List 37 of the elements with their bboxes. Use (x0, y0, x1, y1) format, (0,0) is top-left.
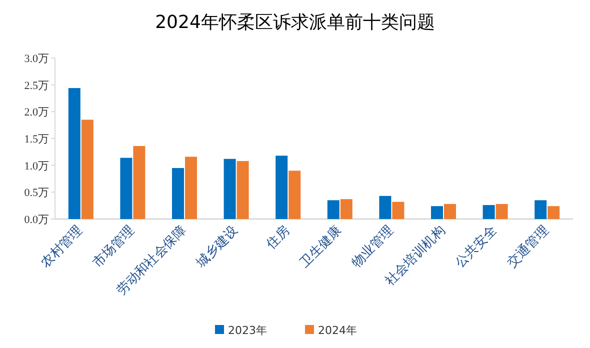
y-tick-label: 2.0万 (24, 106, 49, 119)
x-tick-label: 卫生健康 (297, 223, 345, 271)
bar (431, 206, 443, 219)
bar (327, 200, 340, 219)
y-tick-label: 3.0万 (24, 53, 49, 65)
x-tick-label: 交通管理 (504, 222, 552, 271)
bar (534, 200, 547, 219)
y-tick-label: 1.0万 (24, 160, 49, 172)
bar (548, 206, 560, 219)
bar (482, 205, 495, 219)
chart-title: 2024年怀柔区诉求派单前十类问题 (155, 12, 435, 33)
y-tick-label: 0.0万 (24, 214, 49, 226)
bar (224, 158, 236, 219)
bar (81, 120, 94, 219)
bar (133, 146, 146, 219)
bar (496, 204, 508, 219)
bar (444, 204, 456, 219)
x-tick-label: 物业管理 (349, 223, 397, 271)
bar (340, 199, 352, 219)
x-tick-label: 城乡建设 (193, 223, 242, 272)
bar (68, 88, 80, 219)
bar (288, 170, 301, 219)
bar (392, 202, 404, 219)
y-tick-label: 2.5万 (24, 80, 49, 92)
y-tick-label: 1.5万 (24, 134, 49, 146)
bar (379, 196, 392, 219)
x-tick-label: 公共安全 (452, 222, 500, 271)
bar (120, 158, 132, 219)
y-tick-label: 0.5万 (24, 187, 49, 200)
bar (185, 156, 197, 219)
bar (236, 161, 249, 219)
bar (172, 168, 184, 219)
legend-label: 2024年 (318, 324, 357, 337)
x-tick-label: 住房 (262, 222, 293, 253)
bar (276, 156, 288, 219)
legend-label: 2023年 (228, 324, 267, 337)
x-tick-label: 农村管理 (38, 223, 86, 271)
